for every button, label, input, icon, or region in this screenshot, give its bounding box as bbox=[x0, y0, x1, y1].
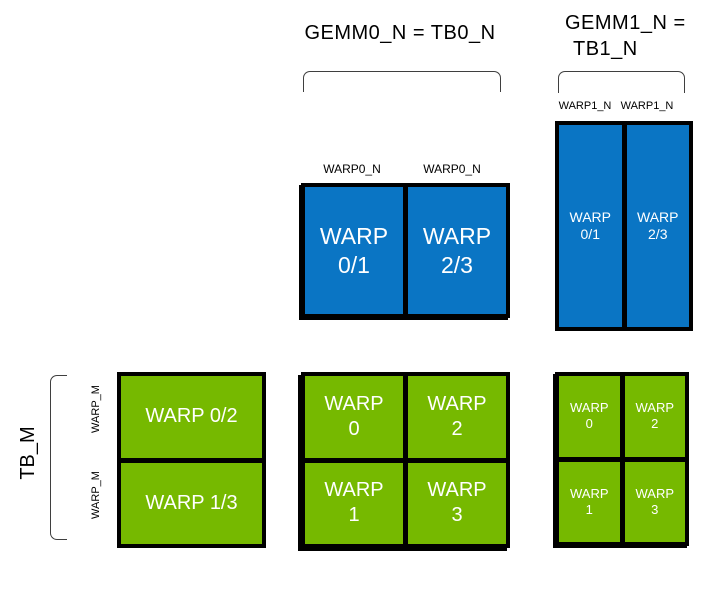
cell-text: 2 bbox=[451, 417, 463, 440]
gemm1-n-header-line2: TB1_N bbox=[573, 38, 638, 60]
warp-m-label-top: WARP_M bbox=[90, 385, 102, 433]
cell-text: WARP 0/2 bbox=[145, 405, 238, 428]
gemm1-warp0-cell: WARP 0 bbox=[559, 376, 620, 457]
cell-text: WARP bbox=[635, 400, 675, 415]
cell-text: WARP bbox=[422, 222, 492, 249]
gemm1-n-header-line1: GEMM1_N = bbox=[565, 12, 686, 34]
tb-m-rows-block: WARP 0/2 WARP 1/3 bbox=[117, 372, 266, 548]
cell-text: WARP bbox=[637, 208, 679, 225]
gemm0-n-extent-bracket bbox=[303, 71, 501, 92]
gemm1-accumulator-block: WARP 0/1 WARP 2/3 bbox=[555, 121, 693, 331]
cell-text: WARP bbox=[569, 400, 609, 415]
gemm0-n-header: GEMM0_N = TB0_N bbox=[304, 22, 496, 44]
cell-text: 3 bbox=[451, 504, 463, 527]
gemm1-n-extent-bracket bbox=[558, 71, 685, 93]
gemm0-warp3-cell: WARP 3 bbox=[408, 462, 506, 544]
gemm0-warp-grid-block: WARP 0 WARP 2 WARP 1 WARP 3 bbox=[301, 372, 510, 548]
cell-text: WARP bbox=[569, 485, 609, 501]
cell-text: 1 bbox=[585, 501, 593, 517]
cell-text: WARP bbox=[324, 392, 384, 415]
cell-text: 0/1 bbox=[338, 251, 370, 278]
cell-text: WARP bbox=[635, 485, 675, 501]
gemm0-warp1-cell: WARP 1 bbox=[305, 462, 403, 544]
cell-text: 0 bbox=[348, 417, 360, 440]
gemm1-warp1-cell: WARP 1 bbox=[559, 461, 620, 542]
gemm1-n-header: GEMM1_N = TB1_N bbox=[565, 10, 715, 62]
warp1-n-label-right: WARP1_N bbox=[620, 100, 674, 112]
tb-row-warp13-cell: WARP 1/3 bbox=[121, 462, 262, 544]
tb-row-warp02-cell: WARP 0/2 bbox=[121, 376, 262, 458]
gemm1-warp3-cell: WARP 3 bbox=[624, 461, 685, 542]
cell-text: 3 bbox=[651, 501, 659, 517]
warp0-n-label-left: WARP0_N bbox=[323, 162, 381, 176]
warp-m-label-bottom: WARP_M bbox=[90, 471, 102, 519]
cell-text: 2/3 bbox=[441, 251, 473, 278]
warp1-n-label-left: WARP1_N bbox=[558, 100, 612, 112]
cell-text: WARP bbox=[427, 392, 487, 415]
cell-text: WARP bbox=[319, 222, 389, 249]
warp0-n-label-right: WARP0_N bbox=[423, 162, 481, 176]
gemm1-accum-warp23-cell: WARP 2/3 bbox=[626, 125, 689, 327]
gemm0-warp0-cell: WARP 0 bbox=[305, 376, 403, 458]
gemm1-accum-warp01-cell: WARP 0/1 bbox=[559, 125, 622, 327]
cell-text: WARP bbox=[324, 479, 384, 502]
cell-text: 2 bbox=[651, 416, 659, 432]
cell-text: 0/1 bbox=[580, 226, 600, 242]
cell-text: 2/3 bbox=[648, 226, 668, 242]
gemm1-warp2-cell: WARP 2 bbox=[624, 376, 685, 457]
cell-text: WARP bbox=[427, 479, 487, 502]
tb-m-label: TB_M bbox=[17, 426, 39, 480]
gemm0-accum-warp01-cell: WARP 0/1 bbox=[305, 187, 403, 314]
cell-text: 0 bbox=[585, 416, 593, 432]
tb-m-extent-bracket bbox=[50, 375, 67, 540]
cell-text: WARP bbox=[569, 208, 611, 225]
gemm0-accumulator-block: WARP 0/1 WARP 2/3 bbox=[301, 183, 510, 318]
gemm0-warp2-cell: WARP 2 bbox=[408, 376, 506, 458]
gemm1-warp-grid-block: WARP 0 WARP 2 WARP 1 WARP 3 bbox=[555, 372, 689, 546]
gemm0-accum-warp23-cell: WARP 2/3 bbox=[408, 187, 506, 314]
cell-text: WARP 1/3 bbox=[145, 491, 238, 514]
cell-text: 1 bbox=[348, 504, 360, 527]
